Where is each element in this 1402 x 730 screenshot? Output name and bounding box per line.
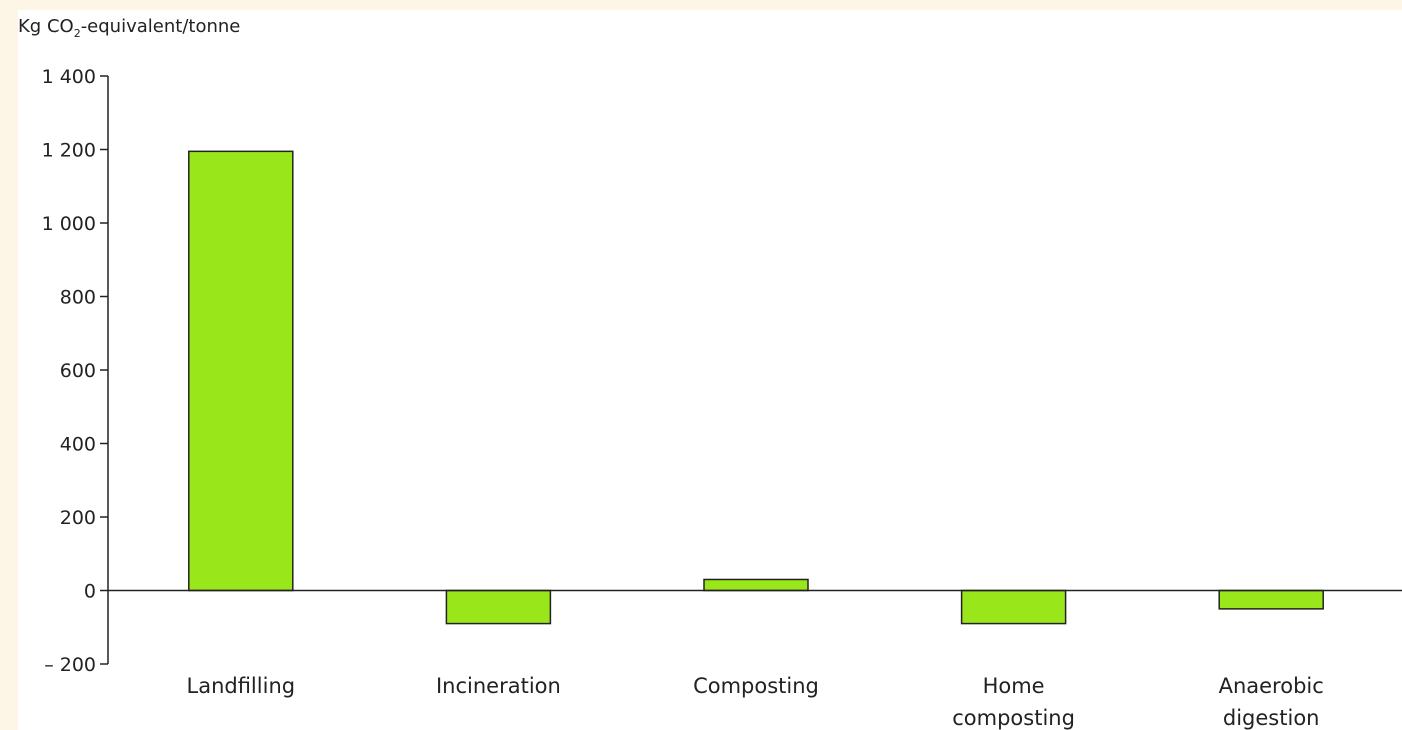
x-category-label: Composting [693,674,819,698]
x-category-label: Landfilling [187,674,296,698]
y-tick-label: 1 200 [42,140,96,162]
bar [1218,589,1324,610]
bar [703,578,809,592]
y-axis-label-rest: -equivalent/tonne [81,16,241,37]
y-axis-label-subscript: 2 [74,27,81,40]
x-category-label: Anaerobic [1219,674,1324,698]
x-category-label: digestion [1223,706,1320,730]
x-axis-labels: Landfilling Incineration Composting Home com… [187,674,1324,730]
y-tick-label: 800 [60,287,96,309]
y-tick-label: 0 [84,581,96,603]
y-axis-label: Kg CO2-equivalent/tonne [18,16,240,40]
y-axis-label-main: Kg CO [18,16,74,37]
bar [188,150,294,592]
bar [445,589,552,625]
x-category-label: Incineration [436,674,561,698]
y-tick-label: 600 [60,360,96,382]
y-tick-label: 200 [60,507,96,529]
y-tick-label: 1 000 [42,213,96,235]
bar [960,589,1067,625]
y-tick-label: 400 [60,434,96,456]
bars [188,150,1324,625]
svg-text:Kg CO2-equivalent/tonne: Kg CO2-equivalent/tonne [18,16,240,40]
y-tick-label: – 200 [44,654,96,676]
x-category-label: composting [952,706,1075,730]
y-tick-label: 1 400 [42,66,96,88]
y-axis: 1 400 1 200 1 000 800 600 400 200 0 – 200 [42,66,109,676]
x-category-label: Home [983,674,1045,698]
